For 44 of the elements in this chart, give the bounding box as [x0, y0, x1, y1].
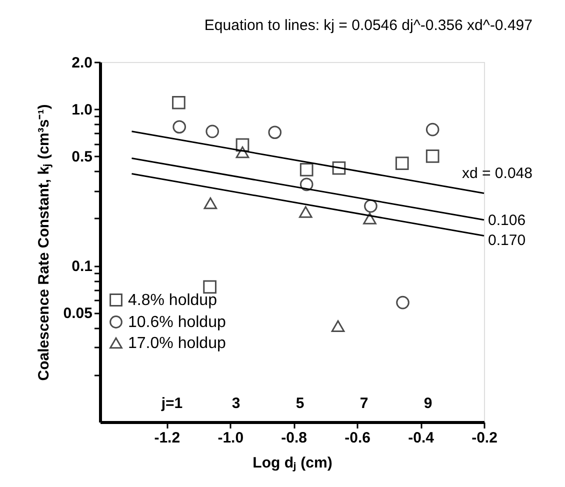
y-axis-title: Coalescence Rate Constant, kⱼ (cm³s⁻¹) [35, 104, 52, 381]
chart-title: Equation to lines: kj = 0.0546 dj^-0.356 xd^-0.497 [204, 17, 532, 34]
point [426, 122, 440, 136]
annotation: xd = 0.048 [462, 165, 532, 182]
point [395, 156, 409, 170]
legend-label: 4.8% holdup [128, 292, 218, 309]
annotation: 5 [296, 395, 304, 412]
text: 0.106 [488, 212, 526, 229]
legend-label: 10.6% holdup [128, 314, 226, 331]
point [203, 280, 216, 294]
legend-label: 17.0% holdup [128, 335, 226, 352]
annotation: j=1 [160, 395, 183, 412]
text: 0.170 [488, 232, 526, 249]
x-tick-label: -1.0 [218, 430, 244, 446]
x-tick-label: -1.2 [154, 430, 180, 446]
y-tick-label: 0.05 [63, 305, 92, 322]
x-tick-label: -0.2 [472, 430, 498, 446]
point [172, 96, 186, 110]
y-tick-label: 1.0 [72, 102, 92, 119]
point [236, 146, 250, 158]
x-tick-label: -0.6 [344, 430, 370, 446]
point [300, 163, 314, 176]
point [172, 120, 186, 134]
point [363, 212, 376, 224]
annotation: 9 [424, 395, 432, 412]
point [426, 150, 440, 163]
point [364, 199, 378, 213]
point [300, 178, 314, 192]
y-tick-label: 0.5 [72, 148, 92, 166]
point [268, 126, 282, 140]
x-axis-title: Log dⱼ (cm) [252, 454, 332, 472]
x-tick-label: -0.8 [281, 430, 308, 446]
point [204, 197, 218, 210]
y-tick-label: 2.0 [72, 54, 92, 72]
point [236, 138, 250, 152]
point [332, 161, 346, 175]
point [298, 206, 312, 218]
point [331, 320, 345, 332]
annotation: 3 [232, 395, 240, 412]
point [206, 124, 220, 138]
point [396, 296, 410, 310]
annotation: 7 [360, 395, 368, 412]
x-tick-label: -0.4 [408, 430, 435, 446]
y-tick-label: 0.1 [72, 258, 92, 276]
